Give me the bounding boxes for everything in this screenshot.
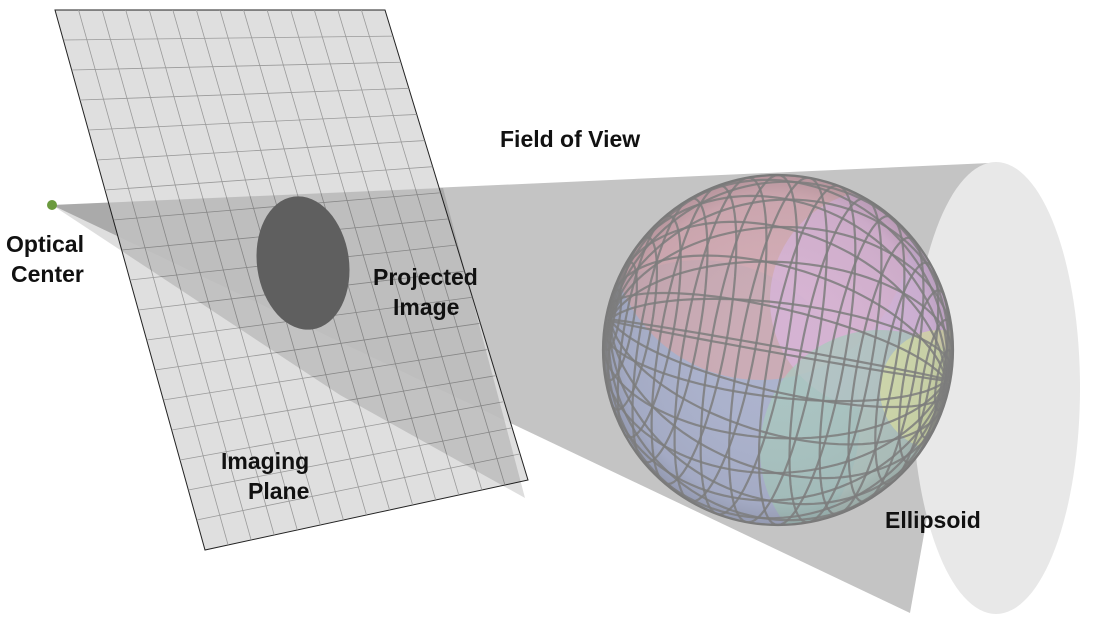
ellipsoid-mesh-line [757,184,857,525]
ellipsoid-label: Ellipsoid [885,507,981,533]
plane-grid-line [154,322,481,371]
cone-on-plane-shadow [52,188,525,498]
ellipsoid-mesh-line [631,197,709,464]
plane-grid-line [88,114,417,131]
ellipsoid-mesh-line [606,236,659,411]
optical-center-label-line2: Center [11,261,84,287]
plane-grid-line [196,453,521,521]
ellipsoid-mesh-line [727,176,829,524]
plane-grid-line [96,140,425,161]
projected-image-ellipse [256,196,350,330]
ellipsoid-mesh-line [818,214,906,516]
optical-center-dot [47,200,57,210]
plane-grid-line [163,349,489,401]
projected-image-label-line2: Image [393,294,460,320]
ellipsoid-mesh-line [788,197,883,524]
imaging-plane-label-line2: Plane [248,478,310,504]
plane-grid-line [171,375,497,431]
ellipsoid-mesh-line [673,176,768,503]
ellipsoid-mesh-line [616,214,682,439]
ellipsoid-outline [601,173,955,527]
imaging-plane [52,9,529,551]
imaging-plane-label-line1: Imaging [221,448,310,474]
plane-grid-line [104,166,433,191]
plane-grid-line [79,87,409,101]
projected-image-label-line1: Projected [373,264,478,290]
plane-grid-line [179,401,505,461]
ellipsoid-mesh-line [650,184,738,486]
ellipsoid-mesh-line [699,175,799,516]
optical-center-label-line1: Optical [6,231,84,257]
plane-grid-line [63,35,393,41]
plane-grid-line [71,61,401,71]
plane-grid-line [188,427,513,491]
field-of-view-label: Field of View [500,126,641,152]
cone-cap [912,162,1080,614]
